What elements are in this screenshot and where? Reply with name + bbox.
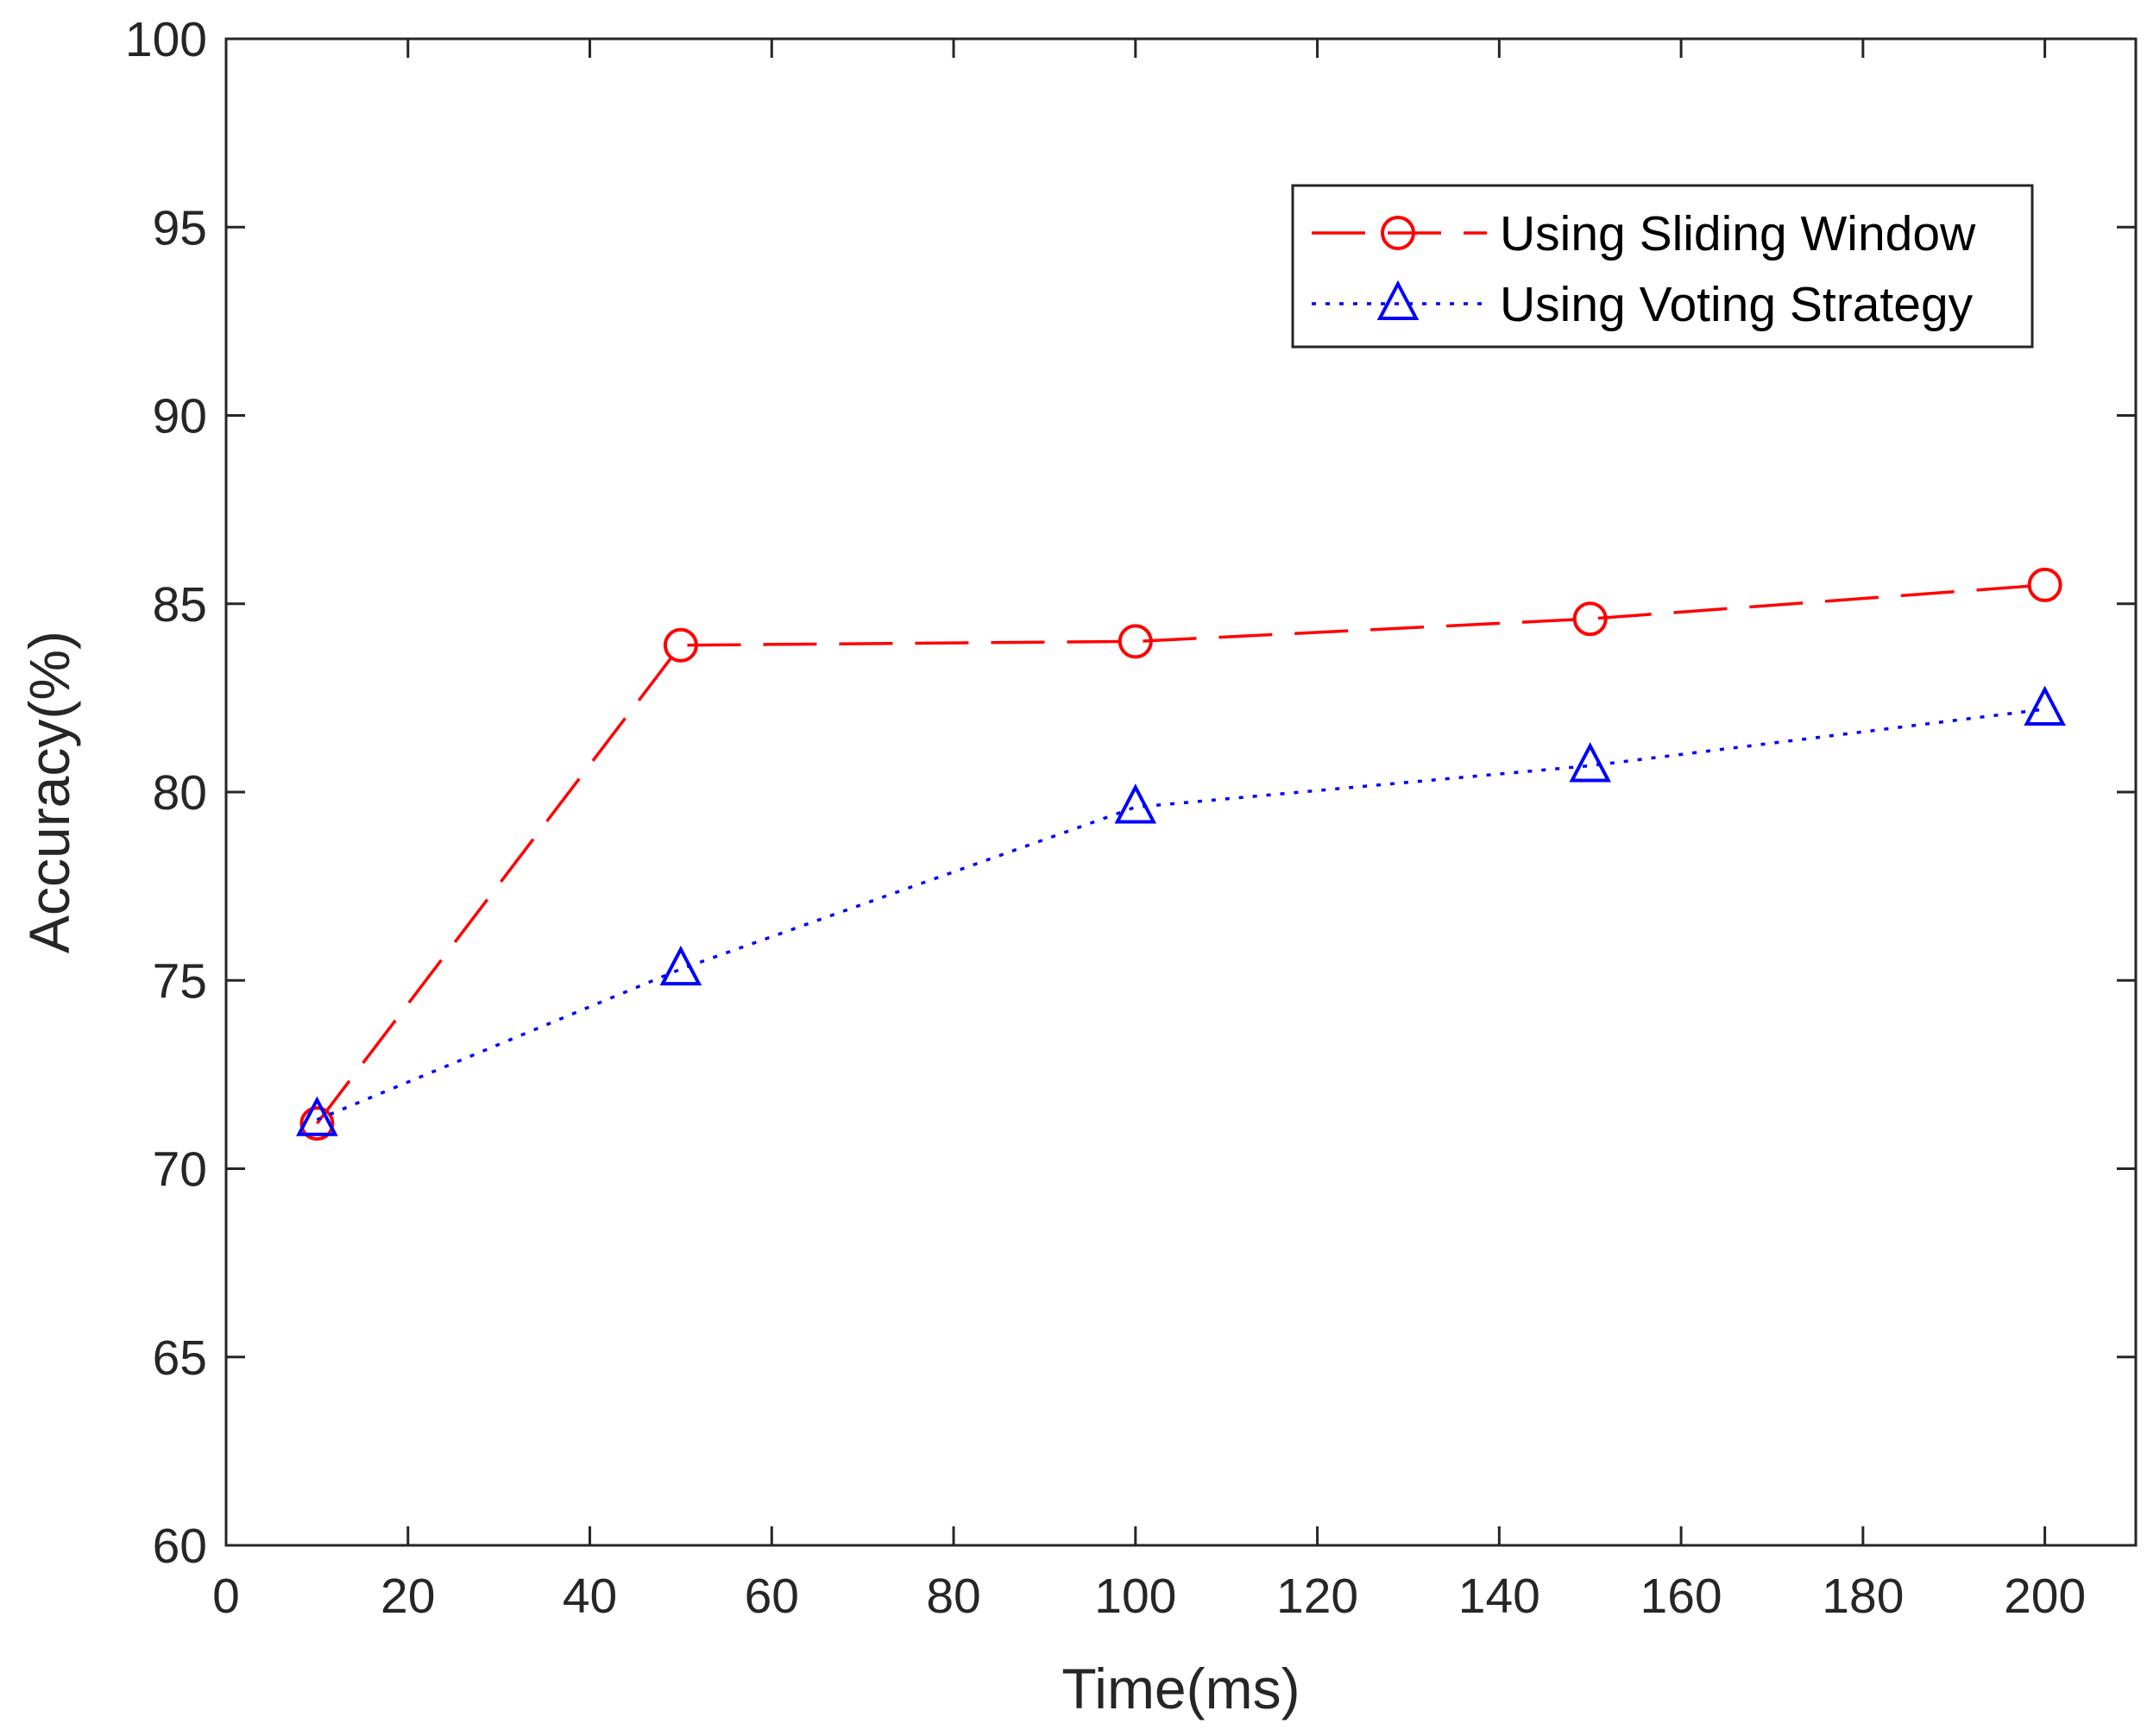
legend-item-voting-strategy: Using Voting Strategy bbox=[1312, 277, 1974, 332]
legend-item-sliding-window: Using Sliding Window bbox=[1312, 206, 1976, 261]
y-axis-title: Accuracy(%) bbox=[17, 631, 81, 953]
y-tick-label: 85 bbox=[153, 577, 207, 632]
series-voting-strategy bbox=[296, 685, 2066, 1136]
legend-marker-sliding-window bbox=[1381, 216, 1415, 250]
data-point-voting-strategy bbox=[659, 945, 702, 986]
legend: Using Sliding Window Using Voting Strateg… bbox=[1291, 184, 2034, 349]
y-tick-label: 65 bbox=[153, 1330, 207, 1386]
x-tick-label: 120 bbox=[1276, 1569, 1358, 1624]
x-tick-label: 0 bbox=[212, 1569, 240, 1624]
data-point-sliding-window bbox=[663, 627, 698, 663]
y-tick-label: 100 bbox=[125, 12, 207, 67]
x-tick-label: 40 bbox=[563, 1569, 617, 1624]
y-tick-label: 60 bbox=[153, 1519, 207, 1574]
y-tick-label: 80 bbox=[153, 765, 207, 821]
data-point-voting-strategy bbox=[2024, 685, 2066, 726]
x-tick-label: 20 bbox=[381, 1569, 435, 1624]
y-tick-label: 90 bbox=[153, 389, 207, 444]
data-point-voting-strategy bbox=[296, 1096, 338, 1136]
data-point-sliding-window bbox=[2027, 567, 2062, 602]
legend-marker-voting-strategy bbox=[1376, 280, 1420, 320]
y-tick-label: 75 bbox=[153, 953, 207, 1009]
plot-series bbox=[296, 567, 2066, 1142]
series-sliding-window bbox=[299, 567, 2062, 1142]
series-line-sliding-window bbox=[315, 583, 2045, 1125]
x-tick-label: 60 bbox=[745, 1569, 799, 1624]
data-point-sliding-window bbox=[1572, 601, 1608, 637]
x-tick-label: 160 bbox=[1640, 1569, 1722, 1624]
x-tick-label: 140 bbox=[1458, 1569, 1540, 1624]
x-tick-label: 180 bbox=[1822, 1569, 1904, 1624]
legend-label-sliding-window: Using Sliding Window bbox=[1500, 206, 1976, 261]
series-line-voting-strategy bbox=[316, 708, 2045, 1122]
y-tick-label: 95 bbox=[153, 200, 207, 255]
x-tick-label: 80 bbox=[926, 1569, 980, 1624]
legend-label-voting-strategy: Using Voting Strategy bbox=[1500, 277, 1974, 332]
x-axis-title: Time(ms) bbox=[1061, 1657, 1300, 1720]
x-tick-label: 100 bbox=[1094, 1569, 1176, 1624]
y-tick-label: 70 bbox=[153, 1142, 207, 1198]
data-point-voting-strategy bbox=[1569, 742, 1612, 783]
data-point-sliding-window bbox=[1118, 624, 1153, 659]
data-point-voting-strategy bbox=[1114, 783, 1157, 824]
x-tick-label: 200 bbox=[2004, 1569, 2086, 1624]
plot-axes: 0 20 40 60 80 100 120 140 160 180 200 60 65 70 75 80 85 9… bbox=[125, 12, 2138, 1624]
data-point-sliding-window bbox=[299, 1106, 335, 1142]
